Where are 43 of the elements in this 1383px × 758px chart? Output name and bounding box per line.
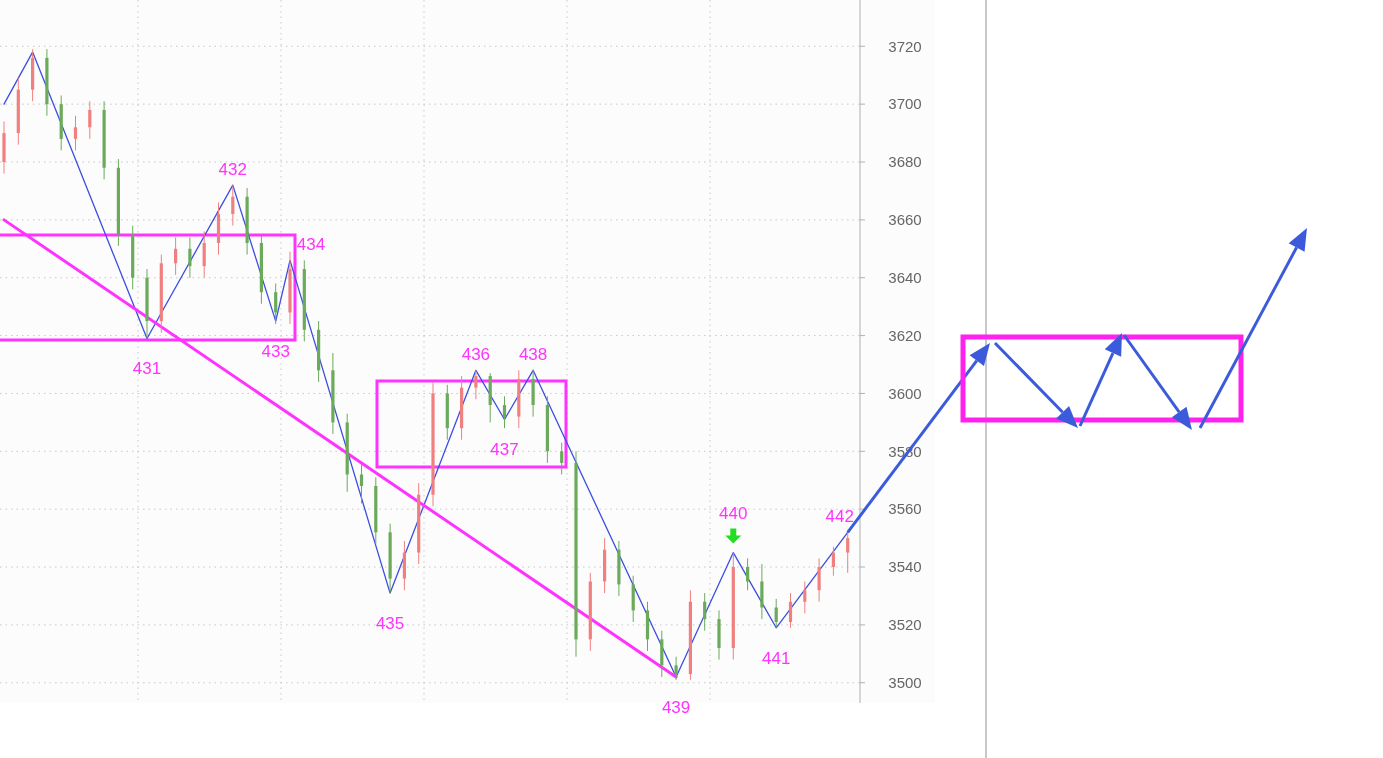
- y-tick-label: 3560: [888, 500, 922, 518]
- y-tick-label: 3540: [888, 558, 922, 576]
- annotation: 432: [218, 160, 247, 180]
- candlestick: [817, 557, 821, 603]
- candlestick: [502, 395, 507, 429]
- annotation: 440: [719, 503, 748, 523]
- annotation: 442: [825, 507, 854, 527]
- candlestick: [774, 598, 778, 629]
- candlestick: [274, 283, 278, 325]
- y-tick-label: 3660: [888, 211, 922, 229]
- annotation: 438: [518, 345, 548, 365]
- candlestick: [474, 369, 478, 400]
- candlestick: [703, 592, 707, 632]
- candlestick: [831, 546, 835, 577]
- candlestick: [88, 100, 92, 140]
- annotation: 435: [375, 614, 405, 634]
- annotation: 436: [461, 345, 491, 365]
- y-tick-label: 3620: [888, 326, 922, 344]
- annotation: 441: [762, 648, 791, 668]
- y-tick-label: 3520: [888, 616, 922, 634]
- candlestick: [231, 184, 235, 227]
- candlestick: [359, 462, 364, 504]
- annotation: 431: [132, 359, 162, 379]
- annotation: 433: [261, 342, 290, 362]
- y-tick-label: 3700: [888, 95, 922, 113]
- candlestick: [73, 115, 78, 151]
- candlestick: [188, 236, 192, 279]
- candlestick: [174, 236, 178, 276]
- candlestick: [846, 531, 850, 574]
- y-tick-label: 3720: [888, 37, 922, 55]
- y-tick-label: 3640: [888, 268, 922, 286]
- candlestick: [674, 656, 678, 681]
- candlestick: [202, 230, 206, 279]
- candlestick: [788, 592, 793, 629]
- candlestick: [803, 580, 807, 614]
- y-tick-label: 3500: [888, 674, 922, 691]
- annotation: 439: [661, 697, 691, 717]
- y-tick-label: 3680: [888, 153, 922, 171]
- y-tick-label: 3600: [888, 384, 922, 402]
- candlestick: [746, 557, 750, 591]
- annotation: 434: [296, 235, 326, 255]
- candlestick: [560, 442, 564, 475]
- annotation: 437: [490, 440, 519, 460]
